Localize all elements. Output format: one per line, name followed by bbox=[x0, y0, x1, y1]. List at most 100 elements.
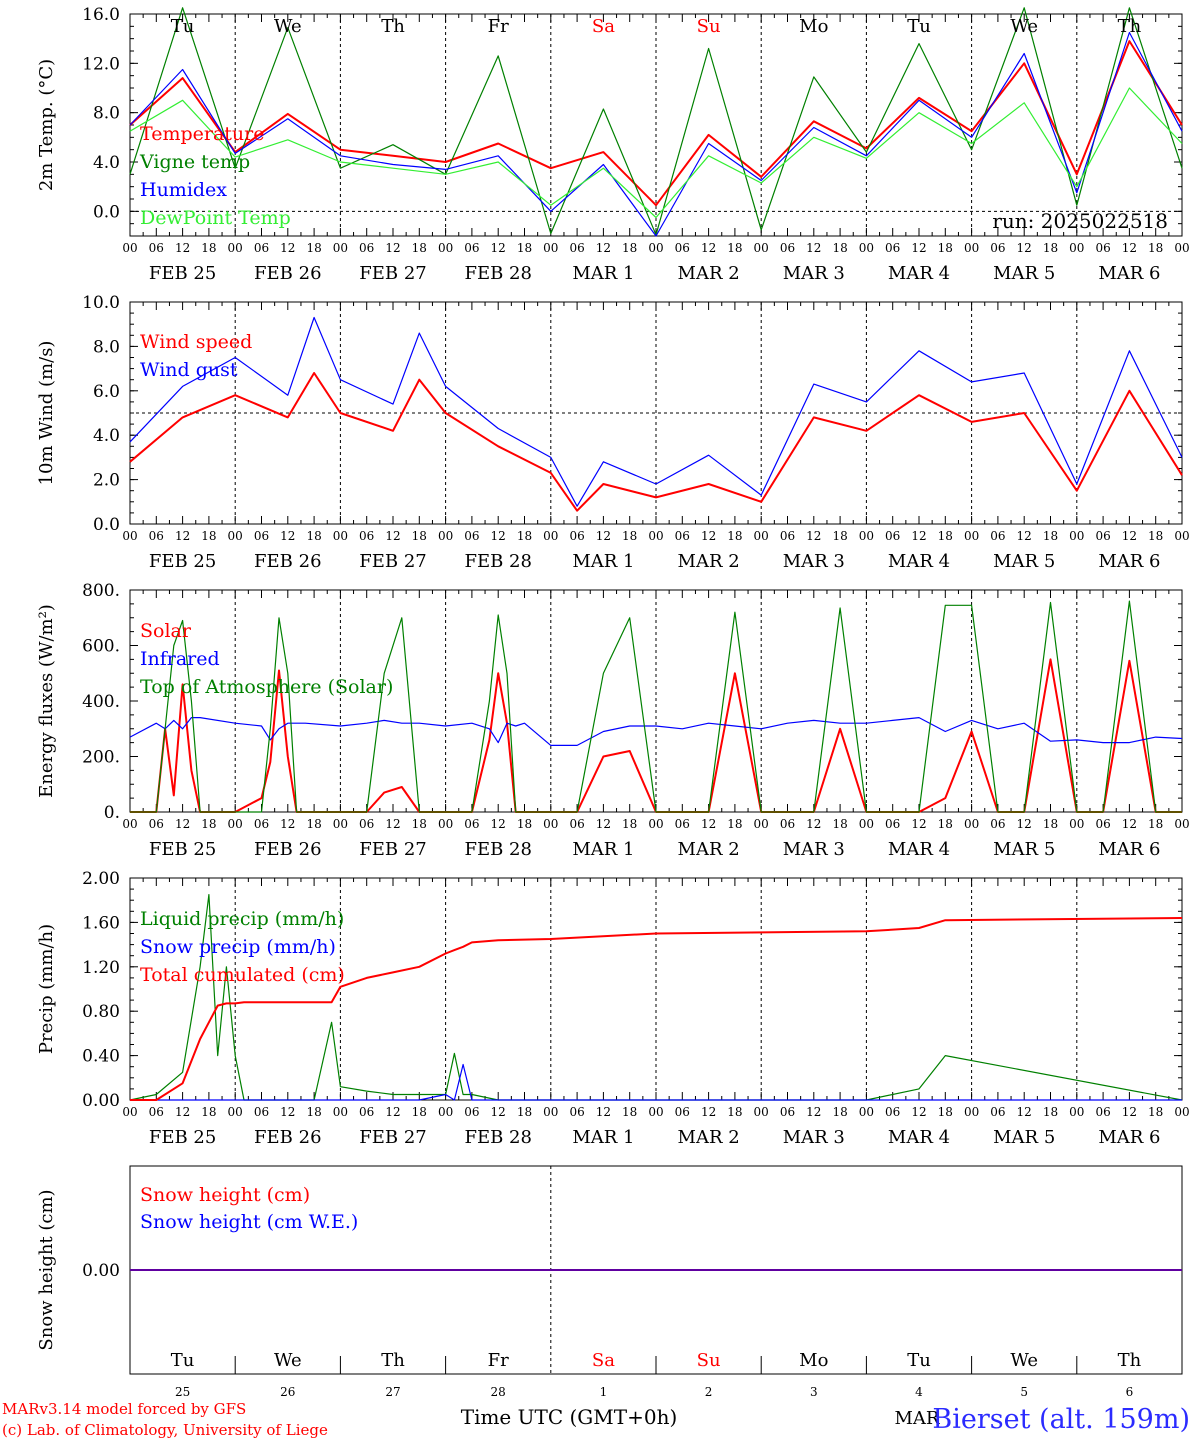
x-hour-label: 18 bbox=[727, 1105, 742, 1119]
x-hour-label: 12 bbox=[175, 241, 190, 255]
x-date-label: MAR 1 bbox=[572, 263, 634, 284]
x-hour-label: 06 bbox=[464, 817, 479, 831]
x-hour-label: 00 bbox=[964, 241, 979, 255]
y-tick-label: 0.0 bbox=[93, 202, 120, 222]
x-hour-label: 12 bbox=[596, 817, 611, 831]
legend-entry: Solar bbox=[140, 620, 192, 642]
x-hour-label: 12 bbox=[806, 529, 821, 543]
x-date-label: MAR 5 bbox=[993, 551, 1055, 572]
x-hour-label: 12 bbox=[1122, 241, 1137, 255]
weekday-label: Fr bbox=[488, 1350, 509, 1371]
x-hour-label: 12 bbox=[175, 529, 190, 543]
x-hour-label: 12 bbox=[596, 529, 611, 543]
x-hour-label: 18 bbox=[622, 1105, 637, 1119]
x-hour-label: 06 bbox=[359, 817, 374, 831]
x-date-label: MAR 1 bbox=[572, 1127, 634, 1148]
x-hour-label: 06 bbox=[569, 1105, 584, 1119]
x-hour-label: 06 bbox=[149, 1105, 164, 1119]
legend-entry: Top of Atmosphere (Solar) bbox=[140, 676, 393, 698]
x-date-label: FEB 26 bbox=[254, 263, 321, 284]
weekday-label: Th bbox=[381, 1350, 405, 1371]
x-date-label: FEB 27 bbox=[359, 839, 426, 860]
weekday-label: Th bbox=[381, 16, 405, 37]
x-hour-label: 18 bbox=[306, 241, 321, 255]
panel-5: 0.00 Snow height (cm) Snow height (cm) Snow… bbox=[36, 1165, 1183, 1399]
x-date-label: MAR 6 bbox=[1098, 263, 1160, 284]
x-date-label: FEB 25 bbox=[149, 263, 216, 284]
x-date-label: MAR 6 bbox=[1098, 551, 1160, 572]
y-tick-label: 8.0 bbox=[93, 337, 120, 357]
x-hour-label: 06 bbox=[254, 1105, 269, 1119]
x-hour-label: 00 bbox=[754, 1105, 769, 1119]
y-tick-label: 2.00 bbox=[82, 869, 120, 889]
y-tick-label: 800. bbox=[82, 581, 120, 601]
month-footer-label: MAR bbox=[895, 1408, 940, 1429]
x-hour-label: 00 bbox=[1069, 529, 1084, 543]
x-hour-label: 18 bbox=[517, 817, 532, 831]
weekday-label: Su bbox=[697, 16, 721, 37]
x-date-label: FEB 28 bbox=[464, 1127, 531, 1148]
x-hour-label: 00 bbox=[859, 529, 874, 543]
x-hour-label: 06 bbox=[569, 529, 584, 543]
day-number-label: 3 bbox=[810, 1385, 818, 1399]
x-hour-label: 12 bbox=[701, 1105, 716, 1119]
x-hour-label: 00 bbox=[1069, 1105, 1084, 1119]
x-hour-label: 00 bbox=[1069, 817, 1084, 831]
x-date-label: MAR 2 bbox=[678, 263, 740, 284]
x-hour-label: 18 bbox=[1043, 1105, 1058, 1119]
x-date-label: FEB 25 bbox=[149, 1127, 216, 1148]
panel-2: 0.0 2.0 4.0 6.0 8.0 10.0 10m Wind (m/s) Wind sp… bbox=[36, 293, 1190, 572]
x-hour-label: 06 bbox=[254, 817, 269, 831]
x-hour-label: 12 bbox=[1017, 817, 1032, 831]
x-hour-label: 18 bbox=[412, 529, 427, 543]
x-hour-label: 00 bbox=[543, 1105, 558, 1119]
x-hour-label: 00 bbox=[228, 241, 243, 255]
x-hour-label: 00 bbox=[333, 1105, 348, 1119]
run-label: run: 2025022518 bbox=[992, 209, 1168, 233]
x-hour-label: 00 bbox=[228, 817, 243, 831]
y-axis-title: Snow height (cm) bbox=[36, 1189, 57, 1350]
x-date-label: MAR 1 bbox=[572, 551, 634, 572]
weekday-label: Th bbox=[1118, 16, 1142, 37]
x-hour-label: 18 bbox=[1043, 241, 1058, 255]
y-tick-label: 400. bbox=[82, 692, 120, 712]
x-hour-label: 18 bbox=[938, 1105, 953, 1119]
x-hour-label: 18 bbox=[938, 241, 953, 255]
x-date-label: FEB 27 bbox=[359, 263, 426, 284]
x-hour-label: 18 bbox=[622, 241, 637, 255]
x-hour-label: 06 bbox=[359, 1105, 374, 1119]
weekday-label: Su bbox=[697, 1350, 721, 1371]
x-hour-label: 12 bbox=[911, 241, 926, 255]
x-hour-label: 00 bbox=[122, 817, 137, 831]
x-hour-label: 00 bbox=[543, 241, 558, 255]
y-tick-label: 4.0 bbox=[93, 426, 120, 446]
weekday-label: Mo bbox=[799, 16, 828, 37]
x-hour-label: 12 bbox=[1017, 241, 1032, 255]
day-number-label: 27 bbox=[385, 1385, 400, 1399]
weekday-label: Sa bbox=[592, 1350, 615, 1371]
y-tick-label: 1.60 bbox=[82, 913, 120, 933]
x-hour-label: 12 bbox=[175, 817, 190, 831]
x-hour-label: 12 bbox=[385, 529, 400, 543]
x-hour-label: 06 bbox=[780, 529, 795, 543]
x-hour-label: 18 bbox=[201, 241, 216, 255]
x-hour-label: 12 bbox=[596, 1105, 611, 1119]
x-date-label: MAR 4 bbox=[888, 1127, 950, 1148]
x-hour-label: 00 bbox=[754, 529, 769, 543]
x-hour-label: 18 bbox=[832, 241, 847, 255]
y-tick-label: 600. bbox=[82, 637, 120, 657]
legend-entry: Snow height (cm) bbox=[140, 1184, 310, 1206]
legend-entry: Infrared bbox=[140, 648, 220, 670]
station-label: Bierset (alt. 159m) bbox=[932, 1404, 1190, 1435]
series-line-wind-gust bbox=[129, 316, 1183, 507]
legend-entry: Temperature bbox=[140, 123, 264, 145]
x-hour-label: 00 bbox=[648, 529, 663, 543]
x-hour-label: 00 bbox=[964, 1105, 979, 1119]
series-line-total-cumulated-cm- bbox=[130, 917, 1183, 1101]
x-date-label: FEB 27 bbox=[359, 551, 426, 572]
x-hour-label: 18 bbox=[622, 817, 637, 831]
y-tick-label: 0.80 bbox=[82, 1002, 120, 1022]
x-hour-label: 00 bbox=[438, 241, 453, 255]
x-date-label: MAR 2 bbox=[678, 1127, 740, 1148]
series-line-temperature bbox=[129, 40, 1183, 207]
